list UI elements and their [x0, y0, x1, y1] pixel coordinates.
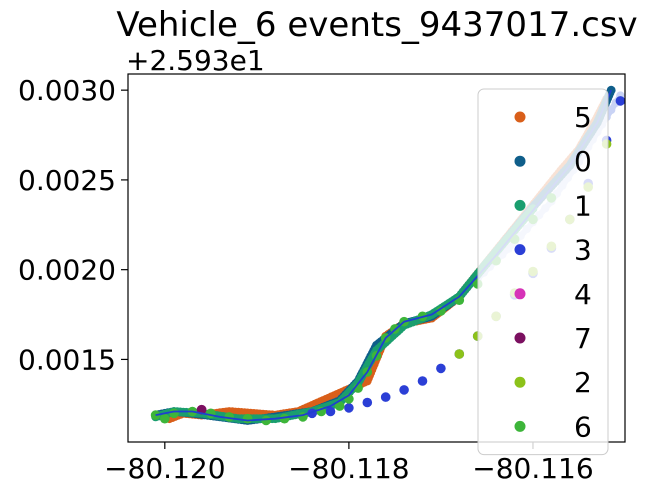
axes-frame	[127, 73, 626, 443]
y-tick-label: 0.0025	[18, 164, 116, 197]
data-point-3	[380, 392, 391, 402]
faint-trail-point	[606, 105, 616, 115]
legend-marker	[514, 199, 526, 211]
data-point-6	[150, 410, 161, 420]
data-point-6	[261, 415, 271, 426]
chart-title: Vehicle_6 events_9437017.csv	[116, 5, 637, 45]
x-tick-label: −80.116	[472, 452, 593, 485]
legend-label: 1	[574, 189, 592, 222]
y-offset-text: +2.593e1	[126, 44, 265, 77]
y-tick-label: 0.0030	[18, 74, 116, 107]
legend-label: 3	[574, 234, 592, 267]
data-point-3	[436, 363, 446, 374]
x-tick-label: −80.120	[104, 452, 225, 485]
data-point-6	[334, 401, 345, 411]
legend-label: 0	[574, 145, 592, 178]
data-point-6	[160, 413, 170, 424]
data-point-3	[615, 96, 625, 106]
y-axis: 0.0015 0.0020 0.0025 0.0030	[18, 74, 128, 376]
legend-label: 5	[574, 101, 592, 134]
legend-marker	[514, 288, 526, 300]
data-point-6	[436, 306, 446, 316]
legend-box	[477, 88, 609, 456]
legend-marker	[514, 332, 526, 344]
legend-marker	[514, 155, 526, 167]
legend-label: 4	[574, 278, 592, 311]
legend-marker	[514, 244, 526, 256]
legend-label: 7	[574, 322, 592, 355]
data-point-3	[325, 406, 336, 417]
legend-marker	[514, 420, 526, 432]
data-point-6	[242, 413, 253, 424]
legend-label: 2	[574, 366, 592, 399]
y-tick-label: 0.0015	[18, 343, 116, 376]
legend: 5 0 1 3 4 7 2 6	[477, 88, 609, 456]
data-point-2	[454, 349, 465, 359]
y-tick-label: 0.0020	[18, 254, 116, 287]
legend-marker	[514, 376, 526, 388]
data-point-3	[362, 397, 373, 408]
data-point-3	[344, 403, 354, 413]
data-point-3	[417, 376, 428, 386]
legend-marker	[514, 111, 526, 123]
legend-label: 6	[574, 410, 592, 443]
x-tick-label: −80.118	[288, 452, 409, 485]
data-point-3	[399, 385, 409, 395]
data-point-6	[169, 408, 179, 419]
x-axis: −80.120 −80.118 −80.116	[104, 442, 594, 485]
